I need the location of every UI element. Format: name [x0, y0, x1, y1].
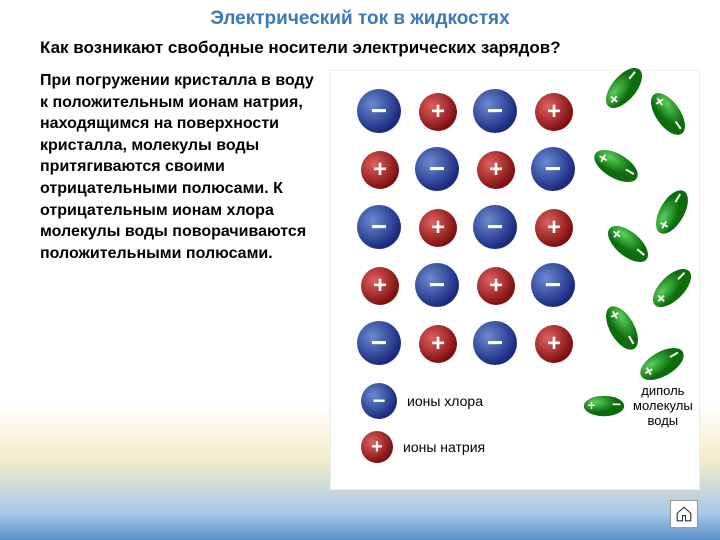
sodium-ion: +: [419, 93, 457, 131]
chlorine-ion: −: [357, 205, 401, 249]
chlorine-ion: −: [531, 147, 575, 191]
sodium-ion: +: [361, 267, 399, 305]
sodium-ion: +: [477, 151, 515, 189]
legend-sodium-label: ионы натрия: [403, 439, 485, 455]
sodium-ion: +: [419, 325, 457, 363]
svg-text:−: −: [612, 396, 621, 413]
legend-sodium: + ионы натрия: [361, 431, 485, 463]
body-text: При погружении кристалла в воду к положи…: [40, 70, 320, 490]
water-icon: + −: [583, 395, 625, 417]
home-icon: [675, 505, 693, 523]
page-title: Электрический ток в жидкостях: [0, 0, 720, 34]
home-button[interactable]: [670, 500, 698, 528]
page-subtitle: Как возникают свободные носители электри…: [0, 34, 720, 70]
legend-chlorine: −ионы хлора: [361, 383, 483, 419]
water-dipole: + −: [598, 300, 646, 356]
water-dipole: + −: [600, 218, 655, 270]
water-dipole: + −: [645, 261, 699, 315]
sodium-ion: +: [535, 209, 573, 247]
legend-water: + − диполь молекулы воды: [583, 383, 693, 428]
water-dipole: + −: [634, 340, 690, 388]
chlorine-ion: −: [473, 205, 517, 249]
water-dipole: + −: [648, 184, 696, 240]
chlorine-icon: −: [361, 383, 397, 419]
sodium-ion: +: [535, 93, 573, 131]
chlorine-ion: −: [357, 89, 401, 133]
legend-water-label: диполь молекулы воды: [633, 383, 693, 428]
sodium-ion: +: [361, 151, 399, 189]
sodium-ion: +: [535, 325, 573, 363]
content-row: При погружении кристалла в воду к положи…: [0, 70, 720, 490]
sodium-ion: +: [419, 209, 457, 247]
chlorine-ion: −: [531, 263, 575, 307]
water-dipole: + −: [643, 86, 693, 142]
legend-chlorine-label: ионы хлора: [407, 393, 483, 409]
water-dipole: + −: [588, 142, 644, 190]
chlorine-ion: −: [415, 147, 459, 191]
sodium-ion: +: [477, 267, 515, 305]
ion-diagram: −−−−−−−−−−++++++++++ + − + − + − + − + −…: [330, 70, 700, 490]
chlorine-ion: −: [415, 263, 459, 307]
sodium-icon: +: [361, 431, 393, 463]
chlorine-ion: −: [357, 321, 401, 365]
chlorine-ion: −: [473, 89, 517, 133]
svg-text:+: +: [587, 398, 595, 413]
chlorine-ion: −: [473, 321, 517, 365]
